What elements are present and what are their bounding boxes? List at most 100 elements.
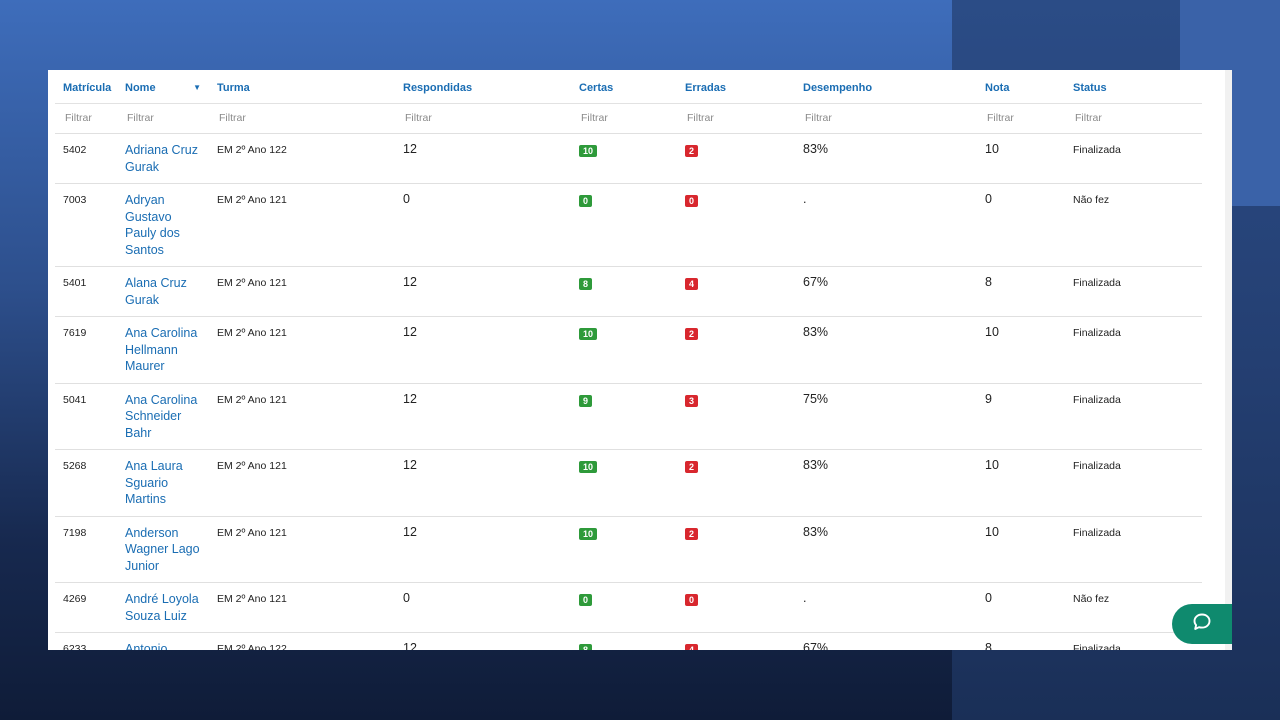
cell-respondidas: 12	[395, 133, 571, 184]
table-row: 7198 Anderson Wagner Lago Junior EM 2º Ano…	[55, 516, 1202, 583]
cell-nota: 10	[977, 449, 1065, 517]
certas-badge: 10	[579, 328, 598, 340]
cell-status: Finalizada	[1065, 266, 1202, 317]
cell-status: Finalizada	[1065, 449, 1202, 517]
chat-bubble-icon	[1192, 612, 1212, 637]
student-name-link[interactable]: Alana Cruz Gurak	[125, 276, 187, 307]
cell-respondidas: 0	[395, 183, 571, 267]
filter-input-nota[interactable]	[985, 112, 1061, 124]
cell-matricula: 7003	[55, 183, 117, 267]
filter-input-certas[interactable]	[579, 112, 673, 124]
cell-status: Não fez	[1065, 183, 1202, 267]
student-name-link[interactable]: Adriana Cruz Gurak	[125, 143, 198, 174]
cell-respondidas: 12	[395, 266, 571, 317]
student-name-link[interactable]: Ana Carolina Schneider Bahr	[125, 392, 198, 440]
erradas-badge: 2	[685, 461, 699, 473]
table-row: 7619 Ana Carolina Hellmann Maurer EM 2º An…	[55, 316, 1202, 384]
table-row: 5401 Alana Cruz Gurak EM 2º Ano 121 12 8 4 67%…	[55, 266, 1202, 317]
column-header-nota[interactable]: Nota	[977, 73, 1065, 104]
chat-button[interactable]	[1172, 604, 1232, 644]
cell-desempenho: 83%	[795, 316, 977, 384]
table-row: 5041 Ana Carolina Schneider Bahr EM 2º Ano…	[55, 383, 1202, 450]
cell-turma: EM 2º Ano 122	[209, 632, 395, 650]
filter-input-erradas[interactable]	[685, 112, 791, 124]
erradas-badge: 0	[685, 195, 699, 207]
cell-desempenho: 83%	[795, 449, 977, 517]
filter-input-nome[interactable]	[125, 112, 205, 124]
cell-turma: EM 2º Ano 121	[209, 266, 395, 317]
erradas-badge: 4	[685, 278, 699, 290]
cell-matricula: 5041	[55, 383, 117, 450]
cell-turma: EM 2º Ano 121	[209, 383, 395, 450]
cell-desempenho: 83%	[795, 516, 977, 583]
sort-desc-icon[interactable]: ▼	[193, 83, 201, 92]
column-header-erradas[interactable]: Erradas	[677, 73, 795, 104]
filter-input-respondidas[interactable]	[403, 112, 567, 124]
erradas-badge: 3	[685, 394, 699, 407]
erradas-badge: 0	[685, 594, 699, 606]
cell-desempenho: 75%	[795, 383, 977, 450]
column-header-matricula[interactable]: Matrícula	[55, 73, 117, 104]
certas-badge: 8	[579, 644, 593, 650]
header-row: Matrícula Nome ▼ Turma Respondidas Certas…	[55, 73, 1202, 104]
certas-badge: 9	[579, 394, 593, 407]
cell-turma: EM 2º Ano 121	[209, 316, 395, 384]
cell-nota: 8	[977, 632, 1065, 650]
cell-turma: EM 2º Ano 121	[209, 516, 395, 583]
filter-row	[55, 103, 1202, 134]
filter-input-status[interactable]	[1073, 112, 1198, 124]
column-header-desempenho[interactable]: Desempenho	[795, 73, 977, 104]
cell-matricula: 5268	[55, 449, 117, 517]
vertical-scrollbar[interactable]	[1225, 70, 1232, 650]
table-row: 7003 Adryan Gustavo Pauly dos Santos EM 2º…	[55, 183, 1202, 267]
cell-matricula: 7198	[55, 516, 117, 583]
cell-desempenho: 67%	[795, 266, 977, 317]
erradas-badge: 2	[685, 145, 699, 157]
cell-status: Finalizada	[1065, 383, 1202, 450]
filter-input-desempenho[interactable]	[803, 112, 973, 124]
cell-matricula: 7619	[55, 316, 117, 384]
table-row: 6233 Antonio Carlos Surugi da Silva EM 2º …	[55, 632, 1202, 650]
student-name-link[interactable]: André Loyola Souza Luiz	[125, 592, 199, 623]
cell-turma: EM 2º Ano 121	[209, 582, 395, 633]
column-header-certas[interactable]: Certas	[571, 73, 677, 104]
certas-badge: 0	[579, 195, 593, 207]
student-name-link[interactable]: Anderson Wagner Lago Junior	[125, 525, 200, 573]
cell-desempenho: .	[795, 582, 977, 633]
student-name-link[interactable]: Ana Laura Sguario Martins	[125, 459, 183, 506]
erradas-badge: 2	[685, 527, 699, 540]
cell-turma: EM 2º Ano 121	[209, 449, 395, 517]
cell-status: Finalizada	[1065, 133, 1202, 184]
cell-nota: 0	[977, 183, 1065, 267]
student-name-link[interactable]: Adryan Gustavo Pauly dos Santos	[125, 193, 180, 257]
column-header-status[interactable]: Status	[1065, 73, 1202, 104]
certas-badge: 10	[579, 145, 598, 157]
table-row: 4269 André Loyola Souza Luiz EM 2º Ano 121…	[55, 582, 1202, 633]
column-header-nome[interactable]: Nome ▼	[117, 73, 209, 104]
table-row: 5268 Ana Laura Sguario Martins EM 2º Ano 1…	[55, 449, 1202, 517]
cell-respondidas: 0	[395, 582, 571, 633]
cell-nota: 10	[977, 133, 1065, 184]
cell-nota: 10	[977, 316, 1065, 384]
cell-turma: EM 2º Ano 121	[209, 183, 395, 267]
cell-status: Finalizada	[1065, 516, 1202, 583]
student-name-link[interactable]: Ana Carolina Hellmann Maurer	[125, 326, 198, 373]
student-name-link[interactable]: Antonio Carlos Surugi da Silva	[125, 642, 168, 650]
cell-desempenho: 67%	[795, 632, 977, 650]
cell-matricula: 5402	[55, 133, 117, 184]
cell-respondidas: 12	[395, 632, 571, 650]
filter-input-matricula[interactable]	[63, 112, 113, 124]
cell-nota: 9	[977, 383, 1065, 450]
column-header-nome-label: Nome	[125, 82, 156, 94]
table-row: 5402 Adriana Cruz Gurak EM 2º Ano 122 12 10 2…	[55, 133, 1202, 184]
certas-badge: 8	[579, 278, 593, 290]
results-table: Matrícula Nome ▼ Turma Respondidas Certas…	[55, 73, 1202, 650]
erradas-badge: 2	[685, 328, 699, 340]
column-header-turma[interactable]: Turma	[209, 73, 395, 104]
certas-badge: 10	[579, 461, 598, 473]
column-header-respondidas[interactable]: Respondidas	[395, 73, 571, 104]
filter-input-turma[interactable]	[217, 112, 391, 124]
cell-status: Finalizada	[1065, 632, 1202, 650]
cell-nota: 0	[977, 582, 1065, 633]
cell-matricula: 4269	[55, 582, 117, 633]
